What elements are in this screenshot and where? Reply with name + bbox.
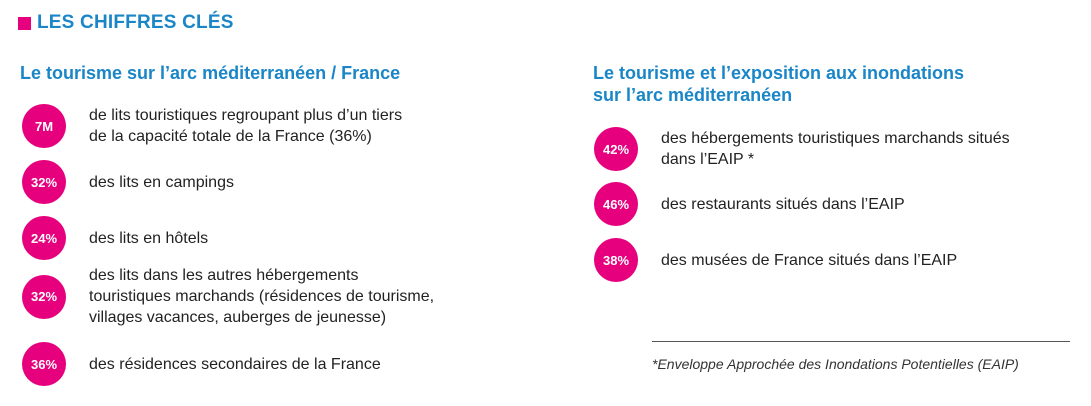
stat-line: des hébergements touristiques marchands …: [661, 130, 1010, 147]
stat-line: des lits en hôtels: [89, 229, 209, 247]
key-figures-title: LES CHIFFRES CLÉS: [37, 12, 234, 33]
stat-line: de la capacité totale de la France (36%): [89, 128, 372, 145]
stat-value-badge: 7M: [22, 104, 66, 148]
stat-item: 46% des restaurants situés dans l’EAIP: [594, 182, 905, 226]
stat-line: des musées de France situés dans l’EAIP: [661, 251, 958, 269]
right-section-title-line: Le tourisme et l’exposition aux inondati…: [593, 63, 965, 83]
stat-value-badge: 24%: [22, 216, 66, 260]
stat-item: 32% des lits en campings: [22, 160, 234, 204]
stat-item: 38% des musées de France situés dans l’E…: [594, 238, 957, 282]
stat-description: des hébergements touristiques marchands …: [661, 128, 1010, 170]
stat-value-badge: 32%: [22, 160, 66, 204]
stat-line: touristiques marchands (résidences de to…: [89, 288, 435, 305]
pink-square-icon: [18, 16, 31, 30]
left-section-title: Le tourisme sur l’arc méditerranéen / Fr…: [20, 63, 401, 83]
stat-value-badge: 36%: [22, 342, 66, 386]
key-figures-header: LES CHIFFRES CLÉS: [18, 12, 234, 34]
stat-line: des résidences secondaires de la France: [89, 355, 381, 373]
stat-value-badge: 42%: [594, 127, 638, 171]
stat-description: des musées de France situés dans l’EAIP: [661, 250, 957, 271]
stat-value-badge: 38%: [594, 238, 638, 282]
stat-item: 7M de lits touristiques regroupant plus …: [22, 104, 402, 148]
stat-line: dans l’EAIP *: [661, 151, 755, 168]
stat-description: de lits touristiques regroupant plus d’u…: [89, 105, 402, 147]
stat-description: des résidences secondaires de la France: [89, 354, 381, 375]
footnote: *Enveloppe Approchée des Inondations Pot…: [652, 356, 1019, 372]
stat-item: 32% des lits dans les autres hébergement…: [22, 265, 434, 328]
stat-item: 24% des lits en hôtels: [22, 216, 208, 260]
stat-description: des lits en hôtels: [89, 228, 208, 249]
stat-item: 42% des hébergements touristiques marcha…: [594, 127, 1010, 171]
right-section-title: Le tourisme et l’exposition aux inondati…: [593, 62, 1053, 106]
stat-description: des lits en campings: [89, 172, 234, 193]
stat-line: villages vacances, auberges de jeunesse): [89, 309, 387, 326]
stat-value-badge: 46%: [594, 182, 638, 226]
stat-description: des restaurants situés dans l’EAIP: [661, 194, 905, 215]
stat-line: des lits en campings: [89, 173, 234, 191]
right-section-title-line: sur l’arc méditerranéen: [593, 85, 793, 105]
footnote-divider: [652, 341, 1070, 342]
stat-value-badge: 32%: [22, 274, 66, 319]
stat-item: 36% des résidences secondaires de la Fra…: [22, 342, 381, 386]
stat-line: des lits dans les autres hébergements: [89, 267, 359, 284]
stat-line: des restaurants situés dans l’EAIP: [661, 195, 905, 213]
stat-description: des lits dans les autres hébergements to…: [89, 265, 434, 328]
stat-line: de lits touristiques regroupant plus d’u…: [89, 107, 403, 124]
